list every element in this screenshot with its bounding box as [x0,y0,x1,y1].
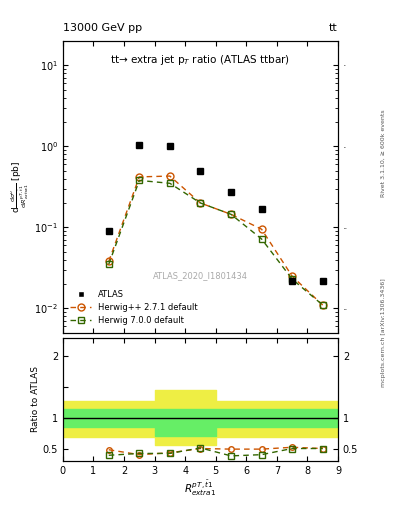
Text: tt→ extra jet p$_T$ ratio (ATLAS ttbar): tt→ extra jet p$_T$ ratio (ATLAS ttbar) [110,53,290,67]
X-axis label: $R^{pT,\bar{t}1}_{extra1}$: $R^{pT,\bar{t}1}_{extra1}$ [184,478,217,498]
Y-axis label: $\mathrm{d}\frac{\mathrm{d}\sigma^{u}}{\mathrm{d}R^{pT,\bar{t}1}_{extra1}}$ [pb]: $\mathrm{d}\frac{\mathrm{d}\sigma^{u}}{\… [10,161,31,213]
Herwig 7.0.0 default [107,261,111,267]
Herwig++ 2.7.1 default [320,302,325,308]
Line: ATLAS: ATLAS [105,141,326,284]
Herwig 7.0.0 default [290,276,294,282]
Text: ATLAS_2020_I1801434: ATLAS_2020_I1801434 [153,271,248,280]
ATLAS [259,206,264,212]
Herwig 7.0.0 default [320,302,325,308]
Text: Rivet 3.1.10, ≥ 600k events: Rivet 3.1.10, ≥ 600k events [381,110,386,198]
Herwig++ 2.7.1 default [107,259,111,265]
Herwig++ 2.7.1 default [259,226,264,232]
Herwig++ 2.7.1 default [198,200,203,206]
Text: 13000 GeV pp: 13000 GeV pp [63,23,142,33]
ATLAS [167,143,172,150]
Herwig++ 2.7.1 default [229,211,233,218]
ATLAS [320,278,325,284]
ATLAS [198,168,203,174]
Herwig 7.0.0 default [137,177,141,183]
Herwig 7.0.0 default [259,236,264,242]
Legend: ATLAS, Herwig++ 2.7.1 default, Herwig 7.0.0 default: ATLAS, Herwig++ 2.7.1 default, Herwig 7.… [67,287,201,329]
Y-axis label: Ratio to ATLAS: Ratio to ATLAS [31,367,40,432]
ATLAS [107,228,111,234]
Herwig 7.0.0 default [198,200,203,206]
Line: Herwig++ 2.7.1 default: Herwig++ 2.7.1 default [105,173,326,309]
Line: Herwig 7.0.0 default: Herwig 7.0.0 default [105,177,326,309]
ATLAS [137,142,141,148]
Herwig++ 2.7.1 default [290,273,294,279]
Herwig++ 2.7.1 default [137,174,141,180]
Text: tt: tt [329,23,338,33]
ATLAS [290,278,294,284]
Herwig++ 2.7.1 default [167,173,172,179]
Herwig 7.0.0 default [229,211,233,218]
Text: mcplots.cern.ch [arXiv:1306.3436]: mcplots.cern.ch [arXiv:1306.3436] [381,279,386,387]
ATLAS [229,189,233,196]
Herwig 7.0.0 default [167,180,172,186]
